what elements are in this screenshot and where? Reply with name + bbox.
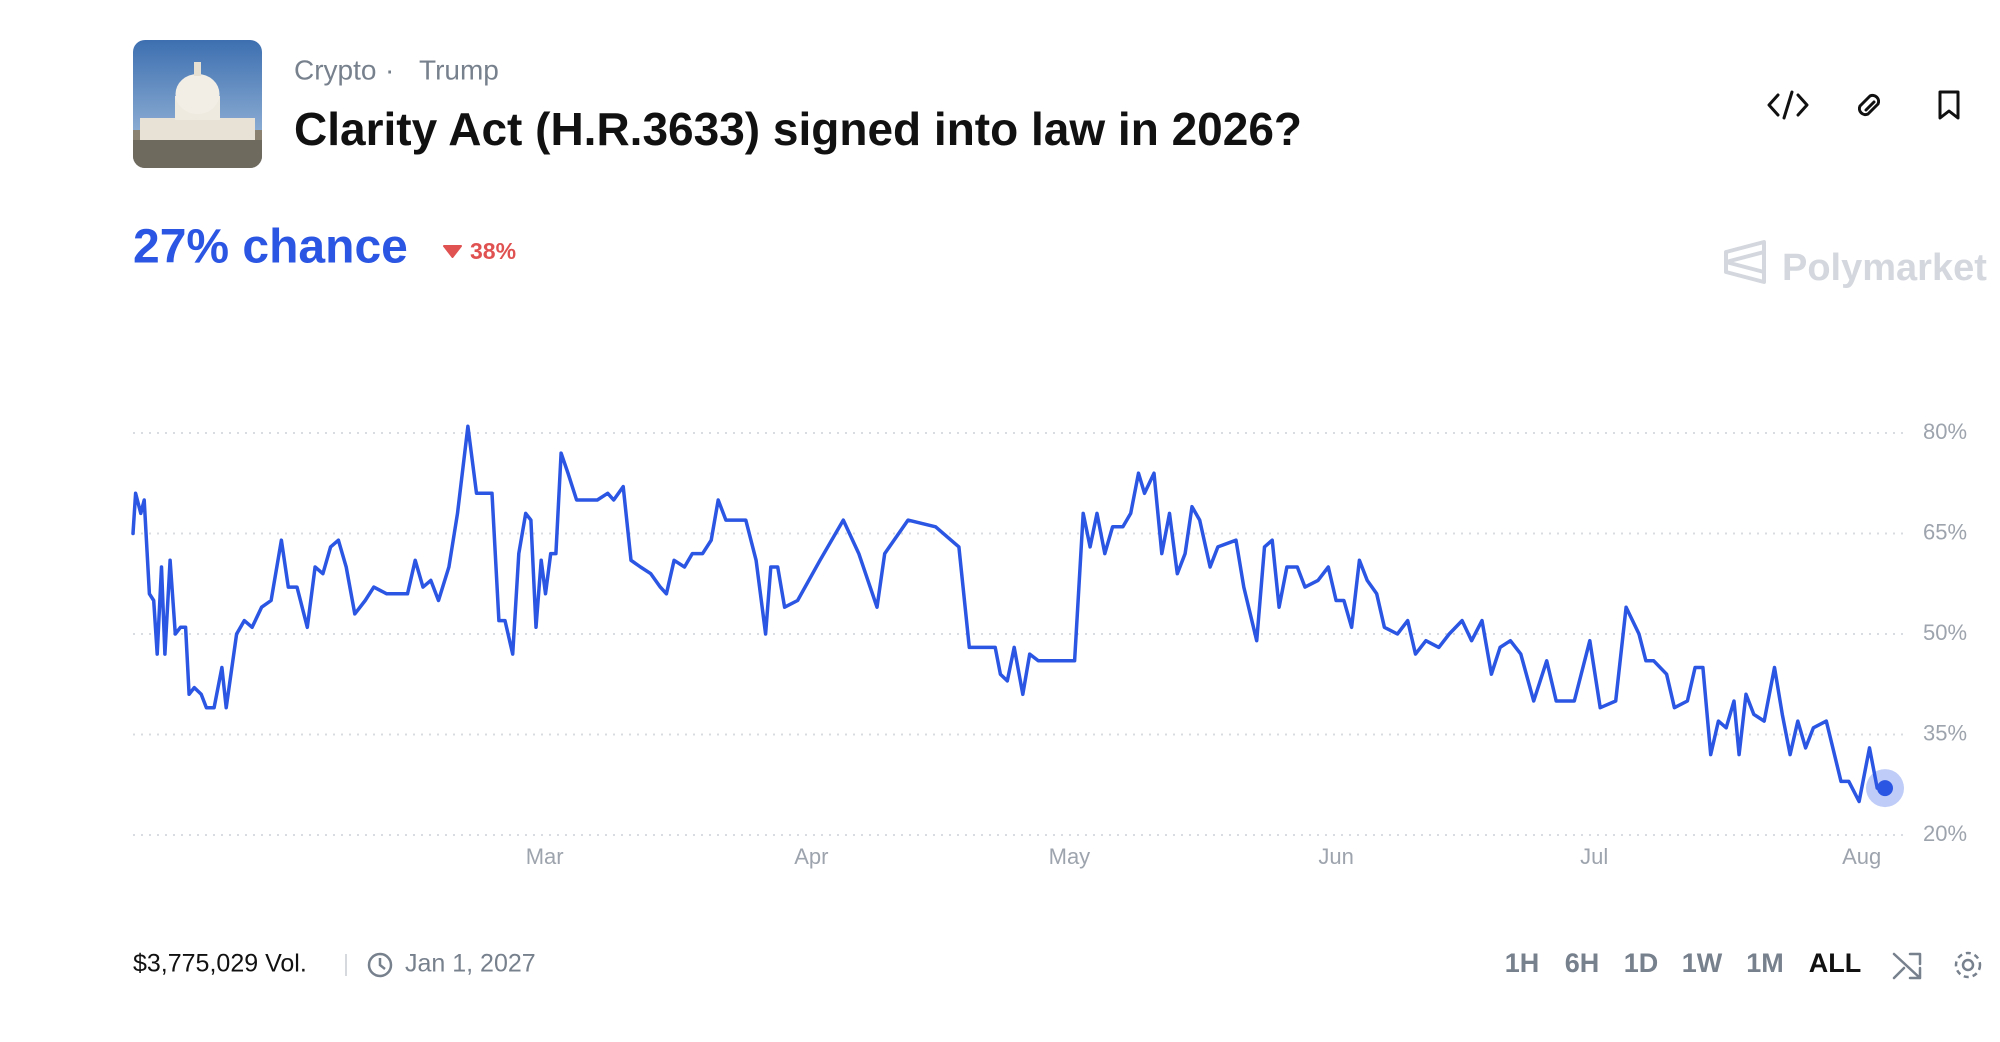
market-thumbnail: [133, 40, 262, 168]
chance: 27% chance: [133, 221, 408, 274]
tag[interactable]: Trump: [419, 54, 499, 85]
x-tick-label: Apr: [794, 844, 828, 869]
market-title: Clarity Act (H.R.3633) signed into law i…: [294, 103, 1302, 155]
range-button[interactable]: 1W: [1682, 948, 1723, 978]
settings-button[interactable]: [1954, 951, 1982, 979]
change: 38%: [470, 238, 516, 264]
shuffle-button[interactable]: [1892, 952, 1922, 980]
y-tick-label: 50%: [1923, 620, 1967, 645]
y-tick-label: 80%: [1923, 419, 1967, 444]
volume: $3,775,029 Vol.: [133, 950, 307, 978]
y-tick-label: 20%: [1923, 821, 1967, 846]
range-selector: 1H 6H 1D 1W 1M ALL: [1505, 948, 1862, 978]
separator: ·: [385, 54, 394, 85]
x-tick-label: Jul: [1580, 844, 1608, 869]
price-line: [131, 424, 1887, 804]
range-button[interactable]: 6H: [1565, 948, 1600, 978]
brand-logo: Polymarket: [1724, 240, 1987, 289]
range-button[interactable]: 1H: [1505, 948, 1540, 978]
range-button[interactable]: 1D: [1624, 948, 1659, 978]
x-tick-label: Aug: [1842, 844, 1881, 869]
bookmark-button[interactable]: [1938, 90, 1960, 120]
brand-name: Polymarket: [1782, 247, 1987, 289]
x-tick-label: Mar: [526, 844, 564, 869]
end-date: Jan 1, 2027: [405, 950, 536, 978]
y-tick-label: 65%: [1923, 519, 1967, 544]
embed-button[interactable]: [1767, 90, 1809, 120]
category[interactable]: Crypto: [294, 54, 376, 85]
x-tick-label: May: [1049, 844, 1091, 869]
y-tick-label: 35%: [1923, 720, 1967, 745]
clock-icon: [367, 952, 393, 978]
range-button[interactable]: ALL: [1809, 948, 1861, 978]
range-button[interactable]: 1M: [1746, 948, 1784, 978]
down-arrow: [443, 245, 462, 258]
copy-link-button[interactable]: [1857, 93, 1881, 117]
current-point: [1877, 780, 1893, 797]
x-tick-label: Jun: [1318, 844, 1353, 869]
